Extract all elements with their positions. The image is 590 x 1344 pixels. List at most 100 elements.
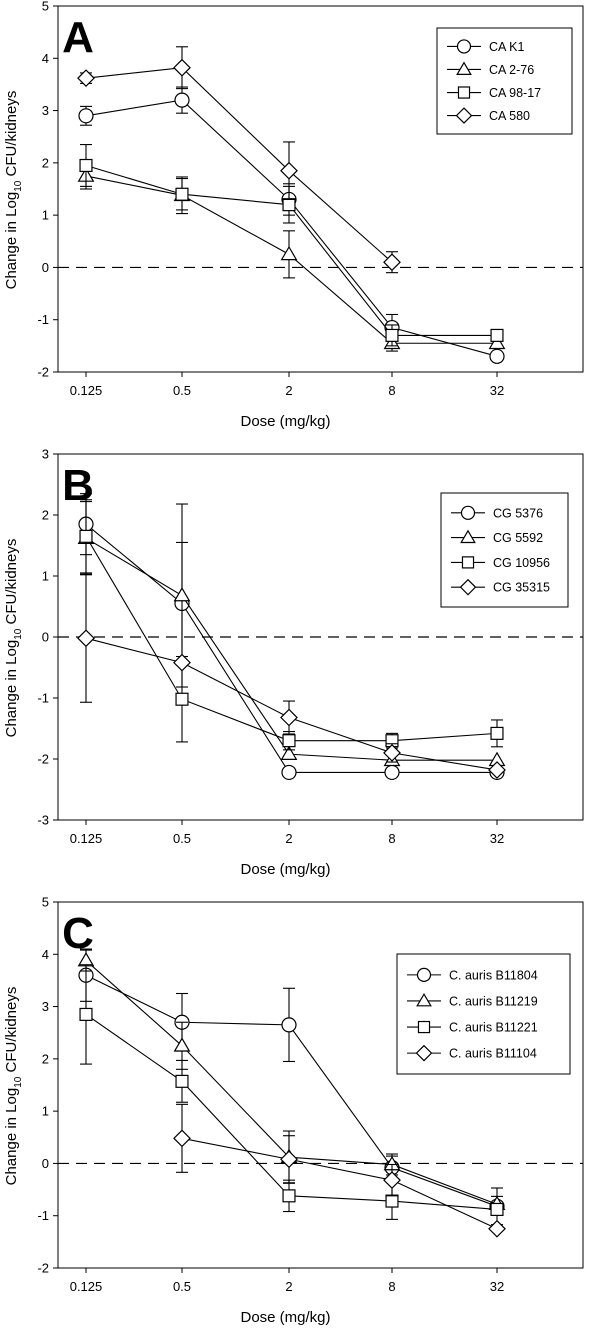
y-tick-label: 3 [42,448,49,462]
legend-marker-square [457,86,471,99]
y-tick-label: -1 [37,312,49,327]
legend-marker-triangle [456,61,472,75]
data-point-square [385,328,399,342]
y-tick-label: -2 [37,1261,49,1276]
x-tick-label: 32 [490,831,504,846]
y-tick-label: -2 [37,752,49,767]
x-tick-label: 0.5 [173,831,191,846]
series-line [85,537,497,761]
x-axis-title: Dose (mg/kg) [240,413,330,430]
y-title-part: Change in Log [3,192,20,290]
data-point-circle [384,764,400,781]
x-tick-label: 0.125 [70,383,103,398]
series-line [181,1137,498,1230]
data-point-circle [281,1017,297,1033]
series-line [85,536,498,742]
data-point-circle [78,108,94,124]
x-tick-label: 0.5 [173,383,191,398]
data-point-diamond [488,761,506,779]
legend-marker-square [417,1020,431,1034]
panel-label: B [62,461,94,510]
x-tick-label: 0.5 [173,1279,191,1294]
legend-marker-diamond [415,1044,433,1062]
data-point-diamond [280,161,298,180]
x-tick-label: 8 [388,831,395,846]
data-point-diamond [173,653,191,672]
y-title-part: Change in Log [3,640,20,738]
y-tick-label: 0 [42,260,49,275]
y-title-part: CFU/kidneys [3,987,20,1077]
series-triangle [77,501,506,767]
y-title-part: CFU/kidneys [3,91,20,181]
y-tick-label: 5 [42,0,49,14]
y-tick-label: 4 [42,51,49,66]
y-tick-label: -1 [37,691,49,706]
data-point-triangle [173,1037,191,1052]
y-tick-label: 0 [42,630,49,645]
legend-label: C. auris B11804 [449,968,538,982]
legend-marker-circle [456,39,472,54]
data-point-diamond [280,708,298,727]
y-title-subscript: 10 [13,628,24,640]
x-axis-title: Dose (mg/kg) [240,1309,330,1326]
data-point-circle [489,348,505,364]
y-axis-title: Change in Log10 CFU/kidneys [3,91,24,290]
legend-label: CA K1 [489,40,524,54]
data-point-diamond [383,1171,401,1190]
data-point-square [490,726,504,740]
data-point-diamond [77,69,95,88]
data-point-diamond [77,629,95,648]
data-point-square [79,158,93,173]
chart-svg-a: -2 -1 0 1 2 3 4 5 0.125 0.5 2 8 32 A CA K1 CA 2-76 CA 98… [3,0,584,430]
data-point-triangle [173,586,191,602]
y-tick-label: 1 [42,1104,49,1119]
data-point-diamond [280,1150,298,1169]
plot-frame [57,5,584,373]
data-point-square [385,1194,399,1208]
data-point-diamond [488,1219,506,1238]
y-tick-label: 0 [42,1156,49,1171]
series-line [85,99,498,357]
legend-label: C. auris B11104 [449,1047,537,1061]
legend-marker-diamond [455,107,473,124]
y-tick-label: 2 [42,1051,49,1066]
y-tick-label: 3 [42,103,49,118]
x-tick-label: 2 [285,1279,292,1294]
legend-label: CG 35315 [493,581,550,595]
data-point-circle [281,764,297,781]
x-tick-label: 2 [285,383,292,398]
chart-panel-c: -2 -1 0 1 2 3 4 5 0.125 0.5 2 8 32 C C. auris B11804 C.… [0,896,590,1344]
y-title-subscript: 10 [13,1076,24,1088]
y-axis-title: Change in Log10 CFU/kidneys [3,539,24,738]
plot-frame [57,901,584,1269]
data-point-square [490,328,504,342]
y-tick-label: -2 [37,365,49,380]
y-tick-label: 1 [42,569,49,584]
y-tick-label: 2 [42,155,49,170]
x-tick-label: 0.125 [70,831,103,846]
y-tick-label: 2 [42,508,49,523]
series-diamond [77,46,401,274]
y-tick-label: -1 [37,1208,49,1223]
data-point-diamond [383,744,401,762]
series-triangle [77,162,506,352]
data-point-triangle [280,245,298,261]
x-tick-label: 2 [285,831,292,846]
legend-marker-circle [460,505,476,520]
legend-marker-square [461,556,475,569]
x-tick-label: 32 [490,1279,504,1294]
legend-marker-triangle [460,529,476,544]
y-tick-label: -3 [37,813,49,828]
data-point-circle [174,92,190,108]
data-point-square [175,1074,189,1088]
y-title-part: CFU/kidneys [3,539,20,629]
data-point-square [282,734,296,748]
legend-label: CG 10956 [493,556,550,570]
chart-panel-a: -2 -1 0 1 2 3 4 5 0.125 0.5 2 8 32 A CA K1 CA 2-76 CA 98… [0,0,590,448]
panel-label: A [62,13,94,62]
legend-marker-triangle [416,992,432,1007]
data-point-square [282,198,296,212]
data-point-square [175,692,189,706]
y-title-part: Change in Log [3,1088,20,1186]
y-axis-title: Change in Log10 CFU/kidneys [3,987,24,1186]
